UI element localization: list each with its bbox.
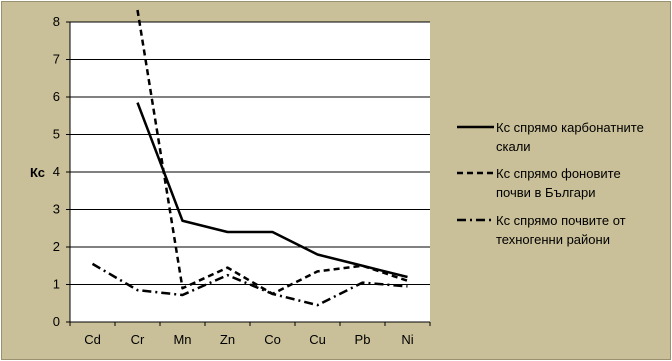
- x-tick-label-zn: Zn: [220, 332, 235, 347]
- legend-label: Кс спрямо карбонатните: [496, 120, 644, 135]
- gridlines: [69, 21, 430, 323]
- y-axis-label: Кс: [30, 165, 45, 180]
- legend: Кс спрямо карбонатните скали Кс спрямо фон…: [457, 120, 644, 247]
- x-tick-label-co: Co: [264, 332, 281, 347]
- series-line: [91, 262, 408, 307]
- y-tick-label: 3: [53, 202, 60, 217]
- y-tick-label: 8: [53, 14, 60, 29]
- legend-label: Кс спрямо почвите от: [496, 213, 626, 228]
- y-axis-ticks: 0 1 2 3 4 5 6 7 8: [53, 14, 70, 329]
- x-tick-label-mn: Mn: [173, 332, 191, 347]
- x-tick-label-cr: Cr: [131, 332, 145, 347]
- y-tick-label: 6: [53, 89, 60, 104]
- legend-label: почви в Българи: [496, 185, 595, 200]
- x-tick-label-cu: Cu: [309, 332, 326, 347]
- x-tick-label-cd: Cd: [84, 332, 101, 347]
- series-0: [136, 102, 408, 279]
- y-tick-label: 7: [53, 52, 60, 67]
- y-tick-label: 1: [53, 277, 60, 292]
- series-line: [136, 102, 408, 279]
- x-axis-ticks: Cd Cr Mn Zn Co Cu Pb Ni: [69, 322, 431, 347]
- y-tick-label: 2: [53, 239, 60, 254]
- x-tick-label-ni: Ni: [401, 332, 413, 347]
- x-tick-label-pb: Pb: [355, 332, 371, 347]
- legend-label: техногенни райони: [496, 232, 610, 247]
- y-tick-label: 5: [53, 127, 60, 142]
- legend-label: Кс спрямо фоновите: [496, 166, 621, 181]
- legend-label: скали: [496, 139, 531, 154]
- y-tick-label: 0: [53, 314, 60, 329]
- series-2: [91, 262, 408, 307]
- series-lines: [91, 9, 408, 307]
- y-tick-label: 4: [53, 164, 60, 179]
